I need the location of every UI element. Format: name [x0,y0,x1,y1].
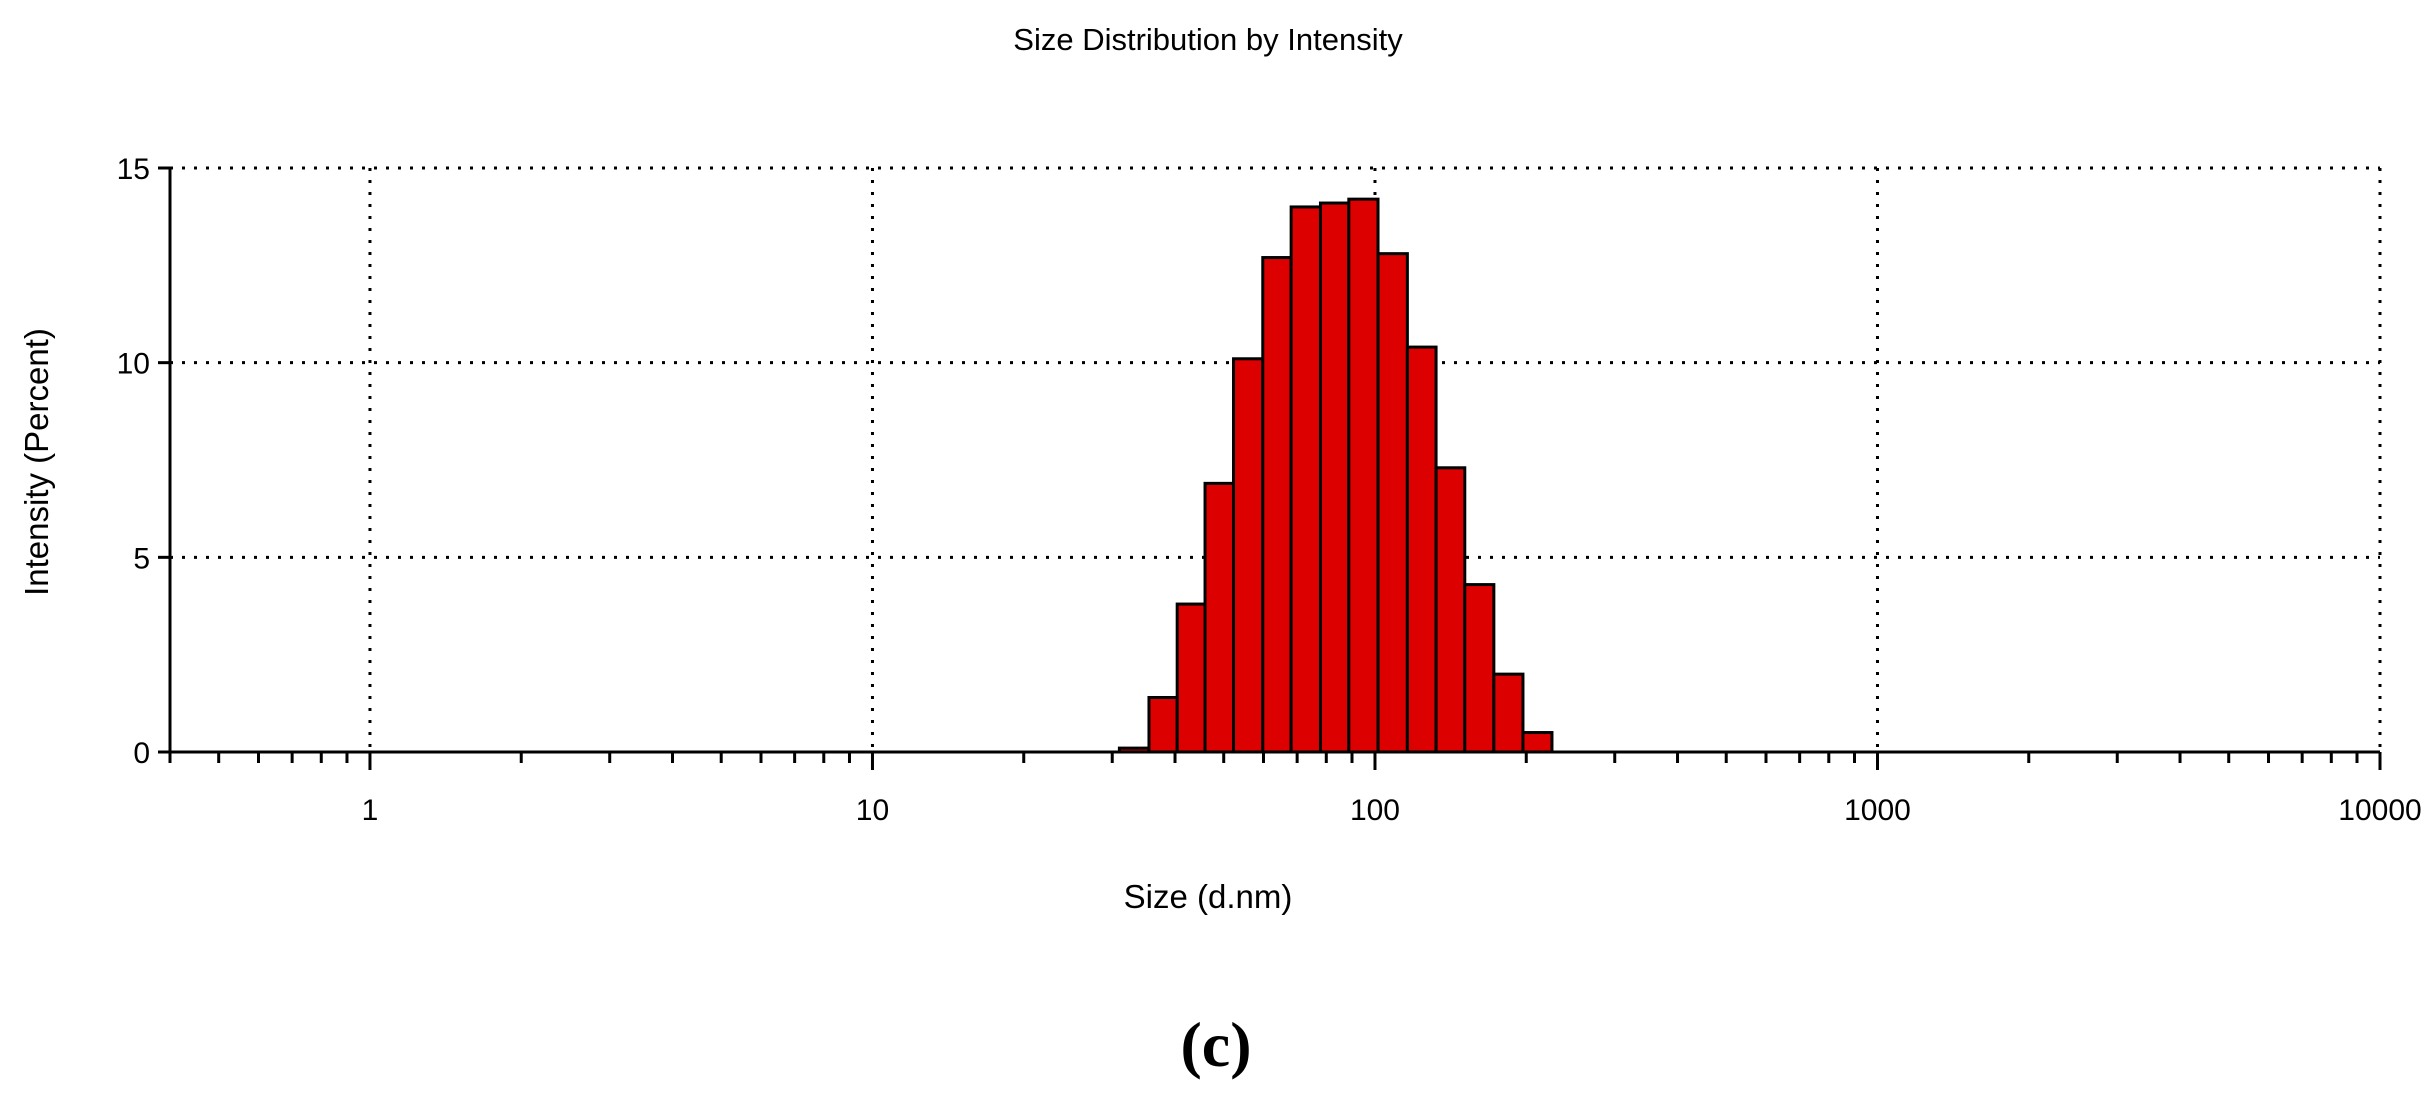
axes [158,166,2382,770]
histogram-bar [1203,481,1236,754]
histogram-bar [1463,583,1496,754]
y-axis-title: Intensity (Percent) [18,328,55,596]
y-tick-label: 15 [117,153,150,186]
tick-labels: 0 5 10 15 1 10 100 1000 10000 [117,153,2422,827]
chart-title: Size Distribution by Intensity [1013,22,1403,57]
y-tick-label: 10 [117,348,150,381]
x-tick-label: 1 [362,794,379,827]
histogram-bar [1405,345,1438,754]
x-tick-label: 1000 [1844,794,1911,827]
histogram-bar [1521,731,1554,754]
histogram-bar [1492,672,1525,754]
histogram-bar [1232,357,1265,754]
x-tick-label: 100 [1350,794,1400,827]
panel-label: (c) [1180,1009,1252,1080]
x-tick-label: 10000 [2338,794,2421,827]
histogram-bar [1318,201,1351,754]
x-tick-label: 10 [856,794,889,827]
histogram-bar [1347,197,1380,754]
histogram-bar [1434,466,1467,754]
x-axis-title: Size (d.nm) [1124,878,1293,915]
histogram-bar [1289,205,1322,754]
histogram-bar [1261,256,1293,754]
histogram-bar [1376,252,1409,754]
histogram-bar [1147,695,1179,754]
histogram-bar [1175,602,1207,754]
y-tick-label: 0 [133,737,150,770]
y-tick-label: 5 [133,542,150,575]
histogram-bars [1117,197,1554,754]
